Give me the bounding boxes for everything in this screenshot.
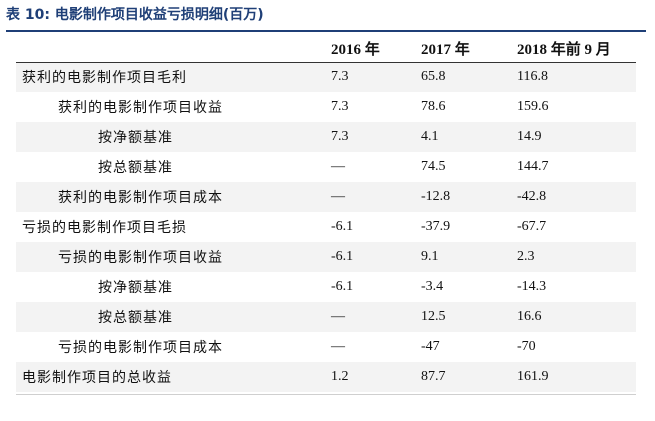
row-label: 电影制作项目的总收益 [22, 370, 172, 386]
row-label: 获利的电影制作项目毛利 [22, 70, 187, 86]
cell-2017: 4.1 [421, 129, 439, 144]
cell-2018: 159.6 [517, 99, 549, 114]
cell-2016: -6.1 [331, 249, 354, 264]
cell-2017: 87.7 [421, 369, 446, 384]
cell-2018: 116.8 [517, 69, 548, 84]
cell-2016: 7.3 [331, 99, 349, 114]
row-label: 获利的电影制作项目成本 [58, 190, 223, 206]
row-label: 按总额基准 [98, 160, 173, 176]
cell-2017: 78.6 [421, 99, 446, 114]
table-caption: 表 10: 电影制作项目收益亏损明细(百万) [6, 7, 264, 23]
cell-2016: — [331, 189, 345, 204]
caption-divider [6, 30, 646, 32]
cell-2018: -42.8 [517, 189, 547, 204]
cell-2017: -3.4 [421, 279, 444, 294]
cell-2017: 9.1 [421, 249, 439, 264]
cell-2018: 16.6 [517, 309, 542, 324]
cell-2017: 12.5 [421, 309, 446, 324]
cell-2017: -12.8 [421, 189, 451, 204]
cell-2016: 1.2 [331, 369, 349, 384]
header-2016: 2016 年 [331, 41, 380, 58]
table-row: 按净额基准 7.3 4.1 14.9 [16, 122, 636, 152]
cell-2016: — [331, 309, 345, 324]
table-bottom-divider [16, 394, 636, 395]
cell-2018: 14.9 [517, 129, 542, 144]
cell-2016: — [331, 339, 345, 354]
row-label: 亏损的电影制作项目成本 [58, 340, 223, 356]
table-row: 按总额基准 — 12.5 16.6 [16, 302, 636, 332]
cell-2016: -6.1 [331, 219, 354, 234]
row-label: 获利的电影制作项目收益 [58, 100, 223, 116]
cell-2016: 7.3 [331, 129, 349, 144]
cell-2018: -14.3 [517, 279, 547, 294]
table-row: 获利的电影制作项目毛利 7.3 65.8 116.8 [16, 62, 636, 92]
table-row: 亏损的电影制作项目成本 — -47 -70 [16, 332, 636, 362]
header-2018: 2018 年前 9 月 [517, 41, 611, 58]
cell-2017: -37.9 [421, 219, 451, 234]
cell-2016: — [331, 159, 345, 174]
row-label: 按净额基准 [98, 280, 173, 296]
header-2017: 2017 年 [421, 41, 470, 58]
cell-2018: -70 [517, 339, 536, 354]
row-label: 按总额基准 [98, 310, 173, 326]
cell-2016: 7.3 [331, 69, 349, 84]
table-body: 获利的电影制作项目毛利 7.3 65.8 116.8 获利的电影制作项目收益 7.3 78.… [16, 62, 636, 392]
cell-2018: -67.7 [517, 219, 547, 234]
cell-2018: 2.3 [517, 249, 535, 264]
row-label: 亏损的电影制作项目毛损 [22, 220, 187, 236]
table-row: 电影制作项目的总收益 1.2 87.7 161.9 [16, 362, 636, 392]
cell-2018: 144.7 [517, 159, 549, 174]
table-row: 获利的电影制作项目收益 7.3 78.6 159.6 [16, 92, 636, 122]
cell-2016: -6.1 [331, 279, 354, 294]
table-row: 亏损的电影制作项目毛损 -6.1 -37.9 -67.7 [16, 212, 636, 242]
cell-2017: 74.5 [421, 159, 446, 174]
cell-2017: -47 [421, 339, 440, 354]
table-row: 按总额基准 — 74.5 144.7 [16, 152, 636, 182]
header-divider [16, 62, 636, 63]
table-row: 按净额基准 -6.1 -3.4 -14.3 [16, 272, 636, 302]
row-label: 亏损的电影制作项目收益 [58, 250, 223, 266]
table-row: 亏损的电影制作项目收益 -6.1 9.1 2.3 [16, 242, 636, 272]
row-label: 按净额基准 [98, 130, 173, 146]
table-header-row: 2016 年 2017 年 2018 年前 9 月 [16, 34, 636, 62]
data-table: 2016 年 2017 年 2018 年前 9 月 获利的电影制作项目毛利 7.3… [16, 34, 636, 392]
cell-2017: 65.8 [421, 69, 446, 84]
table-row: 获利的电影制作项目成本 — -12.8 -42.8 [16, 182, 636, 212]
cell-2018: 161.9 [517, 369, 549, 384]
